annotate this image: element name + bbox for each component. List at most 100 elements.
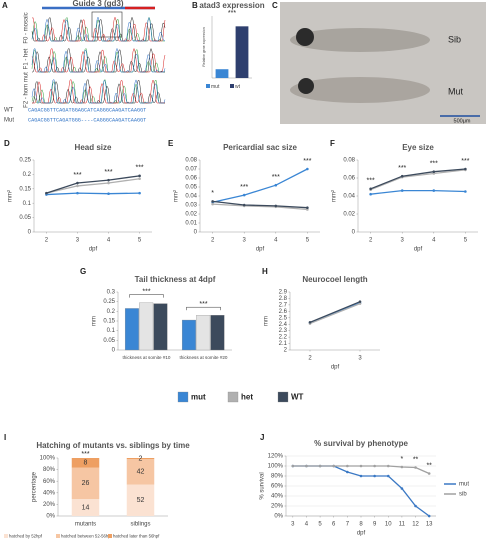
point bbox=[107, 178, 110, 182]
series-line bbox=[212, 203, 308, 211]
point bbox=[291, 464, 295, 468]
legend-swatch bbox=[206, 84, 210, 88]
value-label: 42 bbox=[137, 469, 145, 476]
y-tick-label: 2.2 bbox=[279, 335, 288, 341]
panel-letter: F bbox=[330, 139, 335, 148]
x-tick-label: 10 bbox=[385, 522, 392, 528]
significance: ** bbox=[413, 456, 419, 463]
series-line bbox=[370, 189, 466, 195]
series-line bbox=[309, 302, 361, 325]
bar bbox=[153, 303, 168, 351]
significance: *** bbox=[142, 288, 150, 295]
x-tick-label: 5 bbox=[464, 238, 468, 244]
point bbox=[211, 202, 214, 206]
row-label: F0 - mosaic bbox=[24, 12, 30, 43]
legend-swatch bbox=[277, 391, 289, 403]
point bbox=[138, 174, 141, 178]
guide-title: Guide 3 (gd3) bbox=[72, 0, 123, 8]
x-tick-label: 3 bbox=[358, 356, 362, 362]
x-tick-label: siblings bbox=[130, 522, 150, 528]
y-tick-label: 0.06 bbox=[343, 176, 355, 182]
x-tick-label: 4 bbox=[432, 238, 436, 244]
bar bbox=[196, 315, 211, 351]
point bbox=[373, 474, 376, 478]
point bbox=[400, 189, 404, 192]
legend-label: mut bbox=[191, 393, 206, 402]
fish-eye bbox=[298, 78, 314, 94]
point bbox=[432, 170, 436, 173]
point bbox=[346, 470, 349, 474]
row-label: F2 - hom mut bbox=[24, 72, 30, 108]
sequence: CAGACGGTTCAGATGGAGCATCAGGGCAAGATCAAGGT bbox=[28, 107, 146, 113]
y-tick-label: 0.05 bbox=[19, 215, 31, 221]
bar bbox=[215, 69, 229, 78]
series-line bbox=[309, 301, 361, 323]
legend-label: hatched between 52-56hpf bbox=[61, 534, 113, 539]
point bbox=[432, 172, 436, 175]
y-tick-label: 2.3 bbox=[279, 328, 288, 334]
x-tick-label: 5 bbox=[138, 238, 142, 244]
scale-label: 500μm bbox=[454, 118, 471, 124]
value-label: 52 bbox=[137, 497, 145, 504]
y-tick-label: 0.1 bbox=[23, 201, 32, 207]
y-tick-label: 0.02 bbox=[185, 212, 197, 218]
chart-title: Tail thickness at 4dpf bbox=[135, 275, 216, 284]
series-line bbox=[370, 168, 466, 190]
point bbox=[76, 184, 79, 188]
seq-name: Mut bbox=[4, 118, 14, 124]
y-tick-label: 2.1 bbox=[279, 341, 288, 347]
chart-title: Hatching of mutants vs. siblings by time bbox=[36, 441, 190, 450]
y-axis-title: mm² bbox=[174, 190, 180, 202]
y-tick-label: 0.05 bbox=[103, 338, 115, 344]
value-label: 8 bbox=[84, 460, 88, 467]
panel-letter: A bbox=[2, 1, 8, 10]
bar-segment bbox=[71, 467, 100, 500]
seq-name: WT bbox=[4, 108, 14, 114]
fish-label: Sib bbox=[448, 34, 461, 44]
bracket bbox=[129, 294, 164, 298]
legend-swatch bbox=[177, 391, 189, 403]
bar-segment bbox=[126, 459, 155, 485]
x-tick-label: 8 bbox=[359, 522, 363, 528]
y-tick-label: 0.03 bbox=[185, 203, 197, 209]
legend-swatch bbox=[108, 534, 112, 538]
y-tick-label: 0.07 bbox=[185, 167, 197, 173]
legend-swatch bbox=[227, 391, 239, 403]
x-axis-title: dpf bbox=[357, 531, 366, 537]
point bbox=[274, 204, 278, 208]
y-tick-label: 2.4 bbox=[279, 322, 288, 328]
fish-mut bbox=[290, 77, 430, 103]
panel-letter: I bbox=[4, 433, 6, 442]
y-axis-title: percentage bbox=[32, 471, 38, 502]
x-tick-label: 12 bbox=[412, 522, 419, 528]
value-label: 26 bbox=[82, 480, 90, 487]
significance: *** bbox=[272, 174, 280, 181]
fish-eye bbox=[296, 28, 314, 46]
point bbox=[464, 167, 467, 171]
point bbox=[414, 504, 417, 508]
point bbox=[359, 464, 363, 468]
series-line bbox=[46, 192, 140, 196]
y-tick-label: 0.3 bbox=[107, 290, 116, 296]
y-tick-label: 2 bbox=[284, 348, 288, 354]
series-line bbox=[212, 200, 308, 209]
point bbox=[76, 191, 79, 195]
point bbox=[427, 514, 431, 518]
legend-label: mut bbox=[211, 84, 220, 90]
bar bbox=[181, 319, 196, 351]
x-tick-label: 7 bbox=[346, 522, 350, 528]
point bbox=[76, 181, 79, 185]
point bbox=[432, 189, 436, 192]
point bbox=[138, 191, 141, 195]
legend-swatch bbox=[230, 84, 234, 88]
significance: *** bbox=[398, 165, 406, 172]
y-tick-label: 0.1 bbox=[107, 328, 116, 334]
y-tick-label: 0.02 bbox=[343, 212, 355, 218]
x-tick-label: 2 bbox=[45, 238, 49, 244]
chromatogram bbox=[31, 79, 166, 104]
y-tick-label: 100% bbox=[40, 456, 56, 462]
point bbox=[242, 203, 246, 207]
fish-label: Mut bbox=[448, 86, 464, 96]
x-tick-label: 3 bbox=[401, 238, 405, 244]
